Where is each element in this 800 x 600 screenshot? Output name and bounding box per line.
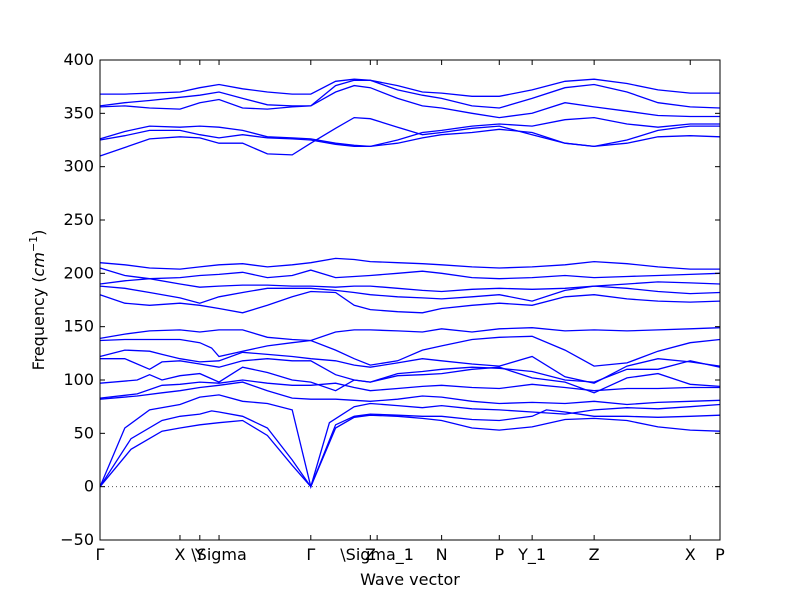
x-tick-label: Γ: [96, 545, 105, 564]
x-tick-label: Γ: [306, 545, 315, 564]
band-line-4: [99, 381, 721, 406]
y-axis-label-unit: cm: [29, 252, 48, 276]
y-axis-ticks: −50 0 50 100 150 200 250 300 350 400: [60, 50, 720, 549]
axes-frame: [99, 59, 721, 541]
band-line-2: [99, 409, 721, 489]
x-tick-label: \Sigma_1: [340, 545, 414, 565]
band-line-21: [100, 78, 720, 97]
y-tick-label: 0: [84, 477, 94, 496]
y-axis-label-exponent: −1: [27, 236, 40, 252]
y-tick-label: 400: [63, 50, 94, 69]
x-tick-label: P: [494, 545, 504, 564]
x-tick-label: X: [174, 545, 185, 564]
band-line-18: [99, 116, 720, 148]
y-axis-label-suffix: ): [29, 230, 48, 236]
x-tick-label: X: [685, 545, 696, 564]
y-tick-label: −50: [60, 530, 94, 549]
plot-area: [99, 59, 721, 541]
x-axis-ticks: Γ X Y\Sigma Γ Z\Sigma_1 N P Y_1 Z X P: [96, 545, 726, 565]
x-tick-label: Y: [194, 545, 205, 564]
y-tick-label: 200: [63, 263, 94, 282]
band-lines: [99, 78, 721, 490]
y-tick-label: 350: [63, 103, 94, 122]
band-line-14: [99, 267, 721, 280]
band-line-8: [99, 349, 721, 384]
y-tick-label: 300: [63, 157, 94, 176]
x-tick-label: Y_1: [517, 545, 546, 565]
band-line-1: [99, 414, 721, 488]
band-line-3: [99, 394, 721, 490]
y-tick-label: 50: [74, 423, 94, 442]
y-tick-label: 150: [63, 317, 94, 336]
x-tick-label: Z: [589, 545, 600, 564]
band-line-13: [99, 278, 721, 293]
x-tick-label: P: [715, 545, 725, 564]
y-tick-label: 100: [63, 370, 94, 389]
band-line-10: [99, 327, 721, 342]
band-line-9: [99, 335, 721, 367]
y-axis-label: Frequency (cm−1): [27, 230, 48, 371]
y-tick-label: 250: [63, 210, 94, 229]
y-axis-label-prefix: Frequency (: [29, 276, 48, 370]
x-tick-label: \Sigma: [191, 545, 247, 564]
band-line-19: [99, 84, 720, 119]
x-tick-label: Z: [365, 545, 376, 564]
x-axis-label: Wave vector: [360, 570, 460, 589]
band-line-5: [99, 379, 720, 399]
band-line-15: [99, 257, 720, 270]
x-tick-label: N: [436, 545, 448, 564]
band-line-11: [99, 290, 721, 314]
